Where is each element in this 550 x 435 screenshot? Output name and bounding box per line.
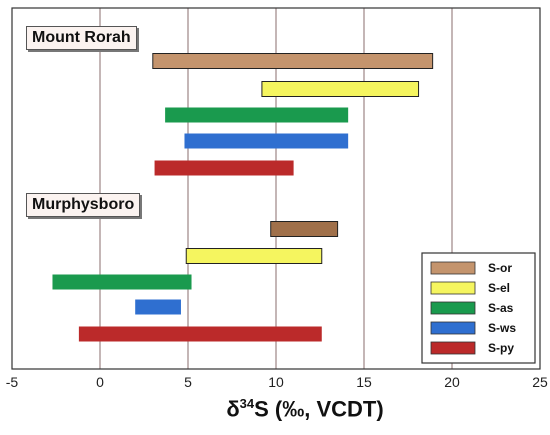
legend-swatch-s-el [430,281,476,295]
x-axis-title-prefix: δ [226,396,240,422]
legend-label-s-el: S-el [488,281,510,295]
legend-swatch-s-or [430,261,476,275]
x-tick-label: 15 [356,374,372,390]
legend-swatch-s-ws [430,321,476,335]
bar-murphysboro-s-or [270,221,339,237]
x-tick-label: 5 [184,374,192,390]
x-tick-label: 25 [532,374,548,390]
legend-swatch-s-py [430,341,476,355]
legend-label-s-ws: S-ws [488,321,516,335]
bar-murphysboro-s-ws [135,299,181,315]
bar-murphysboro-s-py [78,326,322,342]
bar-mount-rorah-s-ws [184,133,349,149]
plot-frame [11,7,541,370]
bar-mount-rorah-s-or [152,53,434,69]
bar-murphysboro-s-as [52,274,192,290]
x-tick-label: 10 [268,374,284,390]
x-axis-title-suffix: S (‰, VCDT) [254,396,384,422]
site-label-murphysboro: Murphysboro [26,193,141,217]
bar-mount-rorah-s-el [261,81,420,97]
legend-label-s-py: S-py [488,341,514,355]
x-tick-label: -5 [6,374,19,390]
bar-mount-rorah-s-py [154,160,294,176]
x-tick-label: 20 [444,374,460,390]
legend-label-s-as: S-as [488,301,514,315]
site-label-mount-rorah: Mount Rorah [26,26,137,50]
bar-murphysboro-s-el [185,248,323,264]
x-tick-label: 0 [96,374,104,390]
x-axis-title-superscript: 34 [239,396,255,411]
legend-swatch-s-as [430,301,476,315]
x-axis-title: δ34S (‰, VCDT) [30,396,550,422]
bar-mount-rorah-s-as [165,107,349,123]
legend-label-s-or: S-or [488,261,512,275]
